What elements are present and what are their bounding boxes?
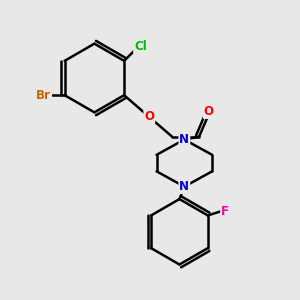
Text: N: N <box>179 180 189 193</box>
Text: O: O <box>204 105 214 118</box>
Text: N: N <box>179 133 189 146</box>
Text: F: F <box>221 205 229 218</box>
Text: Br: Br <box>36 89 51 102</box>
Text: Cl: Cl <box>134 40 147 52</box>
Text: O: O <box>144 110 154 123</box>
